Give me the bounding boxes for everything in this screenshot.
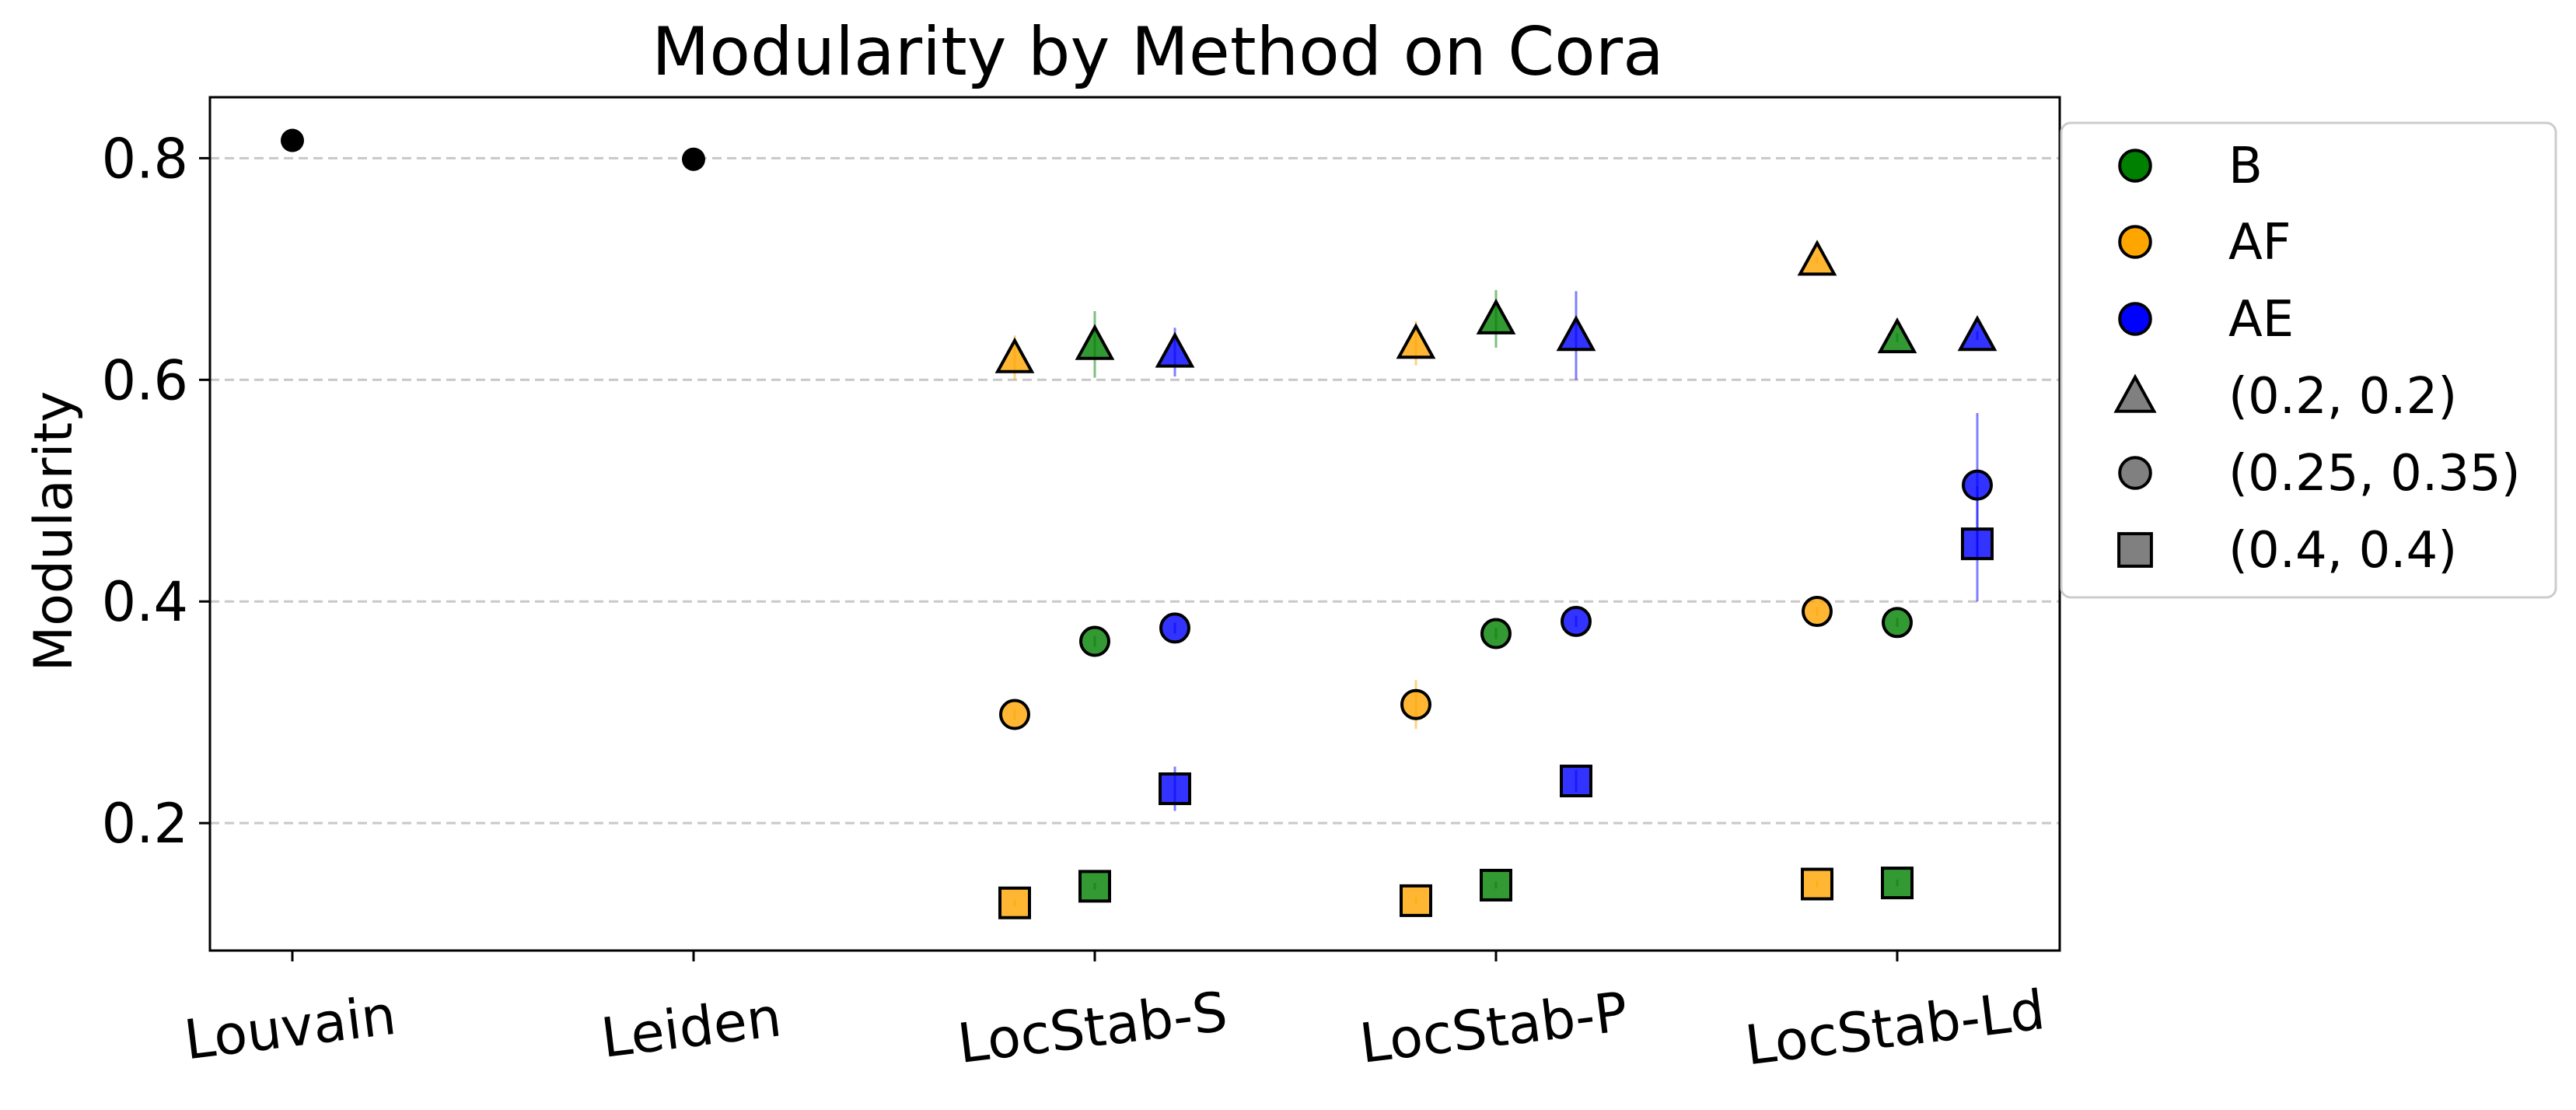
legend-label: (0.2, 0.2) [2228, 368, 2457, 425]
legend-marker [2118, 149, 2152, 183]
legend-marker [2118, 456, 2152, 490]
legend-label: (0.25, 0.35) [2228, 445, 2521, 502]
data-point [1480, 868, 1512, 902]
legend-marker [2117, 532, 2153, 568]
legend-label: AE [2228, 291, 2294, 348]
data-point [1400, 884, 1432, 917]
x-axis-ticks: Louvain Leiden LocStab-S LocStab-P LocStab-L… [181, 951, 2048, 1078]
data-point [1560, 765, 1592, 798]
y-tick-label: 0.8 [102, 127, 188, 191]
x-tick-label: LocStab-S [954, 979, 1230, 1076]
data-point [1877, 317, 1917, 354]
data-point [1159, 612, 1190, 644]
grid-lines [210, 156, 2060, 825]
y-tick-label: 0.2 [102, 792, 188, 856]
baseline-point [682, 147, 705, 171]
legend-marker [2118, 225, 2152, 259]
x-tick-label: Louvain [181, 983, 400, 1073]
data-point [1881, 867, 1914, 900]
data-point [1480, 618, 1512, 650]
data-point [1961, 527, 1994, 561]
legend-label: B [2228, 138, 2263, 195]
legend-items: B AF AE (0.2, 0.2) (0.25, 0.35) (0.4, 0.4) [2113, 138, 2521, 580]
legend-label: AF [2228, 214, 2291, 271]
y-axis-ticks: 0.2 0.4 0.6 0.8 [102, 127, 210, 856]
data-point [999, 699, 1030, 730]
plot-area [208, 96, 2061, 952]
legend-marker [2113, 373, 2157, 413]
data-point [1078, 870, 1111, 903]
x-tick-label: LocStab-Ld [1742, 978, 2048, 1078]
data-point [1561, 605, 1592, 637]
data-point [1155, 331, 1195, 368]
y-tick-label: 0.6 [102, 348, 188, 412]
data-point [1079, 625, 1110, 657]
data-point [1882, 607, 1913, 639]
data-point [998, 886, 1031, 919]
chart-title: Modularity by Method on Cora [652, 13, 1664, 91]
data-point [1802, 596, 1833, 628]
data-point [1396, 323, 1436, 359]
legend-label: (0.4, 0.4) [2228, 522, 2457, 580]
data-points [281, 128, 1998, 919]
data-point [994, 337, 1035, 373]
x-tick-label: Leiden [598, 985, 785, 1070]
y-axis-label: Modularity [23, 391, 85, 672]
error-bars [291, 135, 1979, 907]
data-point [1556, 315, 1596, 352]
legend-box [2060, 121, 2557, 599]
data-point [1476, 298, 1516, 334]
y-tick-label: 0.4 [102, 570, 188, 634]
legend: B AF AE (0.2, 0.2) (0.25, 0.35) (0.4, 0.4) [2060, 121, 2557, 599]
data-point [1159, 772, 1191, 805]
data-point [1801, 867, 1833, 901]
data-point [1957, 315, 1998, 352]
x-tick-label: LocStab-P [1356, 979, 1631, 1076]
baseline-point [281, 128, 304, 152]
data-point [1797, 240, 1837, 276]
legend-marker [2118, 302, 2152, 336]
data-point [1075, 324, 1115, 360]
data-point [1962, 469, 1993, 501]
data-point [1400, 688, 1431, 720]
